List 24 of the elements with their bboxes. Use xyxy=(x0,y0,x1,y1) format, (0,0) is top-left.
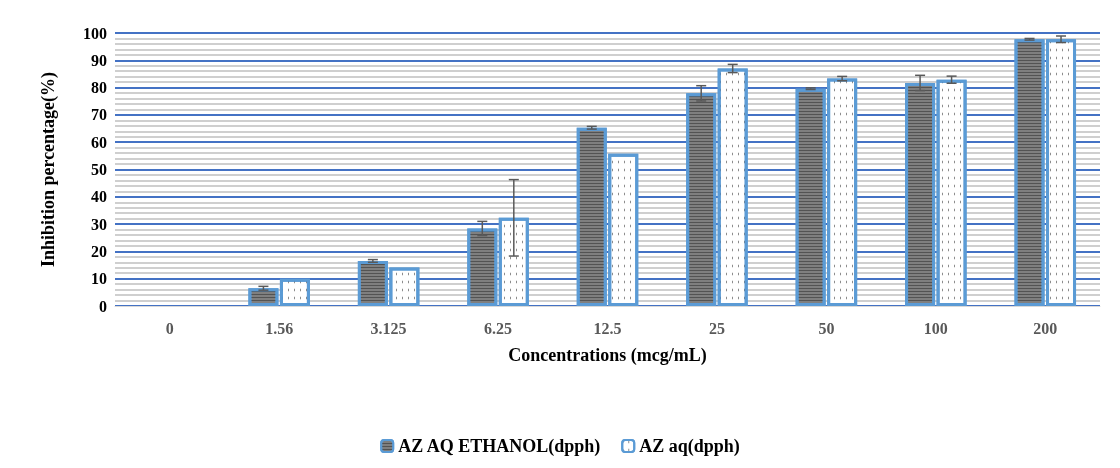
y-tick-label: 50 xyxy=(91,161,107,178)
y-tick-label: 0 xyxy=(99,297,107,315)
legend-label: AZ aq(dpph) xyxy=(639,436,740,457)
x-tick-label: 12.5 xyxy=(593,319,622,337)
y-tick-label: 60 xyxy=(91,133,107,151)
y-tick-label: 30 xyxy=(91,215,107,233)
y-tick-label: 100 xyxy=(83,24,107,42)
y-tick-label: 80 xyxy=(91,79,107,97)
x-tick-label: 0 xyxy=(165,319,174,337)
x-tick-label: 1.56 xyxy=(265,319,294,337)
y-tick-label: 90 xyxy=(91,51,107,69)
y-tick-label: 10 xyxy=(91,270,107,288)
x-tick-label: 50 xyxy=(818,319,835,337)
x-tick-label: 200 xyxy=(1033,319,1058,337)
legend-label: AZ AQ ETHANOL(dpph) xyxy=(398,436,601,457)
y-axis-title: Inhibition percentage(%) xyxy=(38,71,59,268)
x-axis-title: Concentrations (mcg/mL) xyxy=(508,345,707,366)
x-tick-label: 3.125 xyxy=(370,319,407,337)
x-tick-label: 100 xyxy=(923,319,948,337)
x-tick-label: 25 xyxy=(708,319,725,337)
y-tick-label: 20 xyxy=(91,242,107,260)
y-tick-label: 70 xyxy=(91,106,107,124)
x-tick-label: 6.25 xyxy=(484,319,513,337)
y-tick-label: 40 xyxy=(91,188,107,206)
